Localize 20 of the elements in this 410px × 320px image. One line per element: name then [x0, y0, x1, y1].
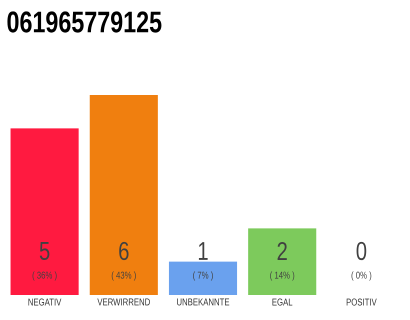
annotation: ( 43% )	[112, 271, 136, 281]
x-tick-label: POSITIV	[346, 298, 377, 306]
x-tick-label: UNBEKANNTE	[177, 298, 230, 306]
chart-title: 061965779125	[7, 11, 162, 33]
data-label: 2	[278, 242, 287, 260]
bar	[168, 262, 238, 295]
annotation: ( 14% )	[270, 271, 294, 281]
annotation: ( 7% )	[193, 271, 213, 281]
bar	[248, 228, 316, 295]
annotation: ( 0% )	[352, 271, 372, 281]
data-label: 6	[119, 242, 129, 260]
x-tick-label: VERWIRREND	[97, 298, 150, 306]
data-label: 0	[356, 242, 366, 260]
annotation: ( 36% )	[32, 271, 57, 281]
x-tick-label: EGAL	[272, 298, 292, 306]
x-tick-label: NEGATIV	[28, 298, 62, 306]
data-label: 1	[198, 242, 208, 260]
bar	[10, 128, 79, 295]
data-label: 5	[40, 242, 50, 260]
bar	[90, 95, 158, 295]
